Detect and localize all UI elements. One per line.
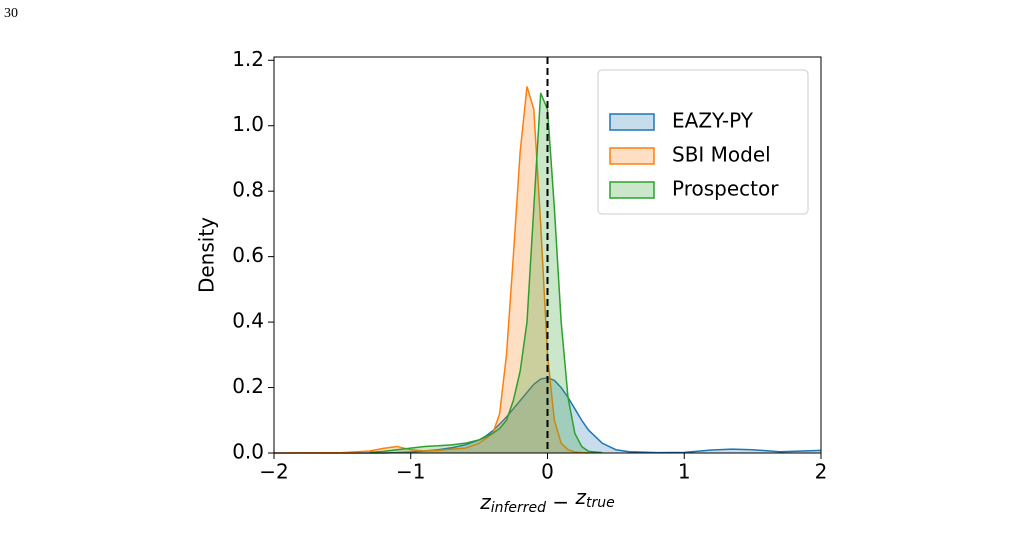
x-axis-label-part: z: [575, 485, 587, 509]
y-axis-label: Density: [195, 217, 219, 293]
x-tick-label: 2: [815, 460, 828, 484]
legend-label: SBI Model: [672, 143, 771, 167]
page-number: 30: [4, 6, 18, 21]
legend-box: [597, 69, 809, 215]
y-tick-label: 0.0: [232, 440, 264, 464]
x-axis-label-part: z: [479, 490, 491, 514]
y-tick-label: 1.2: [232, 47, 264, 71]
y-tick-label: 0.4: [232, 309, 264, 333]
x-tick-label: −2: [259, 460, 288, 484]
x-tick-label: 1: [678, 460, 691, 484]
legend-label: EAZY-PY: [672, 109, 754, 133]
density-area: [369, 93, 603, 453]
y-tick-label: 0.8: [232, 178, 264, 202]
x-axis-label: zinferred − ztrue: [479, 485, 615, 517]
y-tick-label: 0.2: [232, 374, 264, 398]
legend-label: Prospector: [672, 177, 779, 201]
x-tick-label: 0: [541, 460, 554, 484]
legend-swatch: [609, 113, 655, 131]
x-tick-label: −1: [396, 460, 425, 484]
x-axis-label-subscript: true: [586, 495, 615, 511]
density-line: [369, 92, 603, 454]
x-axis-label-subscript: inferred: [491, 500, 546, 516]
y-tick-label: 0.6: [232, 243, 264, 267]
x-axis-label-part: −: [546, 490, 575, 514]
legend-swatch: [609, 147, 655, 165]
legend-swatch: [609, 181, 655, 199]
y-tick-label: 1.0: [232, 112, 264, 136]
density-area: [274, 86, 589, 454]
density-line: [273, 86, 589, 454]
